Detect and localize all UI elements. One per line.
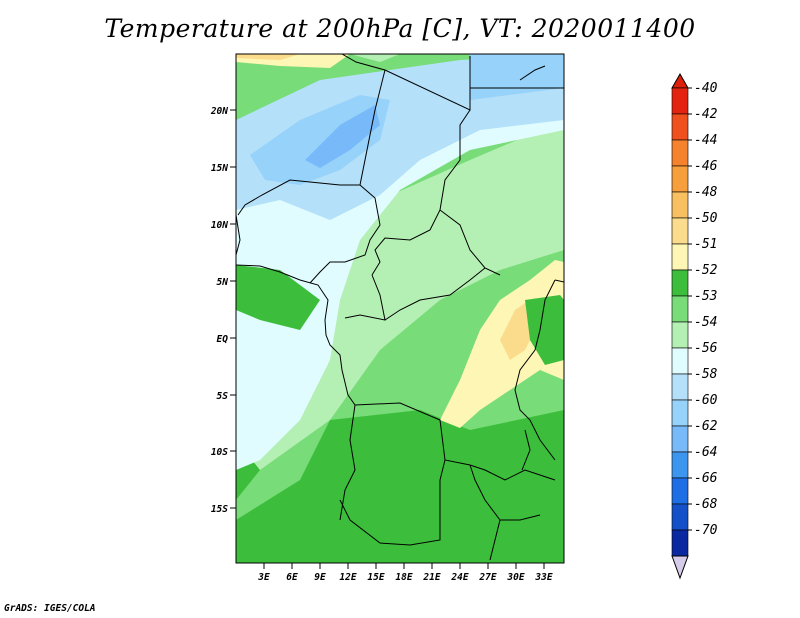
colorbar-swatch (671, 347, 689, 375)
colorbar-swatch (671, 295, 689, 323)
colorbar-swatch (671, 113, 689, 141)
colorbar-label: -51 (694, 237, 717, 252)
colorbar-swatch (671, 399, 689, 427)
colorbar-swatch (671, 477, 689, 505)
colorbar-label: -48 (694, 185, 718, 200)
colorbar-swatch (671, 217, 689, 245)
latitude-axis: 20N 15N 10N 5N EQ 5S 10S 15S (210, 106, 236, 515)
lon-label-27e: 27E (478, 572, 496, 583)
colorbar-label: -56 (694, 341, 718, 356)
lon-label-3e: 3E (257, 572, 270, 583)
colorbar-swatch (671, 165, 689, 193)
country-borders (236, 54, 564, 561)
colorbar: -40 -42 -44 -46 -48 -50 -51 -52 -53 -54 -56 -58 -60 -… (671, 72, 718, 580)
lat-label-10n: 10N (211, 220, 228, 231)
lon-label-18e: 18E (395, 572, 412, 583)
lat-label-5n: 5N (217, 277, 229, 288)
colorbar-label: -68 (694, 497, 718, 512)
lat-label-5s: 5S (217, 391, 229, 402)
lon-label-24e: 24E (450, 572, 468, 583)
colorbar-label: -46 (694, 159, 718, 174)
lon-label-21e: 21E (422, 572, 440, 583)
colorbar-label: -62 (694, 419, 718, 434)
colorbar-swatch (671, 529, 689, 557)
temperature-field (236, 54, 564, 563)
colorbar-bottom-arrow (671, 555, 689, 580)
lon-label-9e: 9E (314, 572, 326, 583)
colorbar-swatch (671, 243, 689, 271)
colorbar-swatch (671, 191, 689, 219)
colorbar-swatch (671, 503, 689, 531)
lon-label-30e: 30E (506, 572, 524, 583)
colorbar-swatch (671, 139, 689, 167)
colorbar-label: -40 (694, 81, 718, 96)
colorbar-label: -50 (694, 211, 718, 226)
lon-label-6e: 6E (286, 572, 298, 583)
lat-label-10s: 10S (211, 447, 228, 458)
colorbar-label: -52 (694, 263, 718, 278)
colorbar-swatch (671, 451, 689, 479)
colorbar-label: -58 (694, 367, 718, 382)
colorbar-label: -54 (694, 315, 717, 330)
colorbar-swatch (671, 425, 689, 453)
colorbar-label: -53 (694, 289, 717, 304)
longitude-axis: 3E 6E 9E 12E 15E 18E 21E 24E 27E 30E 33E (257, 563, 553, 583)
colorbar-label: -44 (694, 133, 717, 148)
lat-label-eq: EQ (217, 334, 229, 345)
colorbar-swatch (671, 373, 689, 401)
map-frame (235, 53, 565, 564)
lon-label-33e: 33E (534, 572, 552, 583)
colorbar-top-arrow (671, 72, 689, 89)
lon-label-15e: 15E (367, 572, 384, 583)
colorbar-label: -42 (694, 107, 718, 122)
colorbar-swatch (671, 321, 689, 349)
chart-title: Temperature at 200hPa [C], VT: 202001140… (104, 14, 696, 43)
lat-label-20n: 20N (210, 106, 228, 117)
colorbar-swatch (671, 87, 689, 115)
lon-label-12e: 12E (339, 572, 356, 583)
grads-credit: GrADS: IGES/COLA (4, 603, 96, 614)
colorbar-label: -66 (694, 471, 718, 486)
colorbar-label: -60 (694, 393, 718, 408)
colorbar-label: -64 (694, 445, 717, 460)
lat-label-15n: 15N (211, 163, 228, 174)
colorbar-swatch (671, 269, 689, 297)
lat-label-15s: 15S (211, 504, 228, 515)
colorbar-label: -70 (694, 523, 718, 538)
